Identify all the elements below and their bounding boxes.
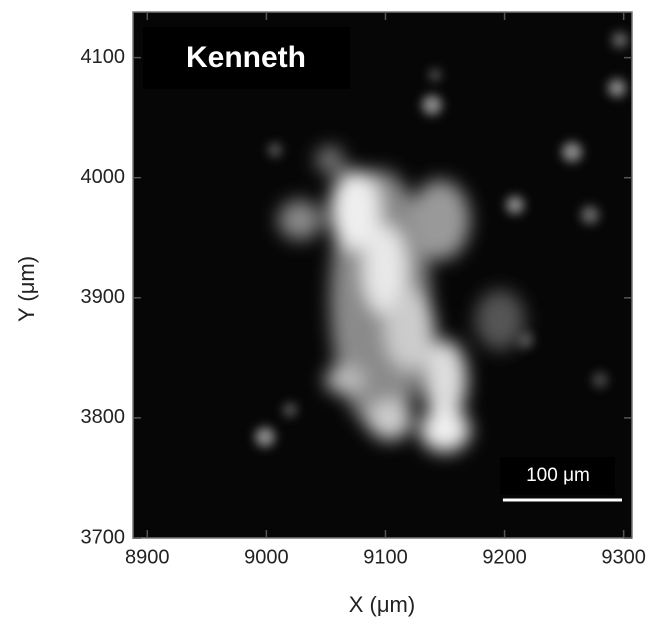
scalebar-label-box <box>500 457 615 495</box>
y-tick-label: 3800 <box>81 406 126 428</box>
plot-frame <box>132 11 633 539</box>
y-axis-label: Y (μm) <box>14 256 39 322</box>
x-tick-label: 9300 <box>601 546 646 568</box>
y-tick-label: 4000 <box>81 166 126 188</box>
y-tick-label: 3700 <box>81 526 126 548</box>
y-tick-label: 3900 <box>81 286 126 308</box>
panel-label: Kenneth <box>186 41 306 74</box>
panel-label-box <box>143 27 350 89</box>
x-tick-label: 9000 <box>244 546 289 568</box>
fluorescence-image <box>255 32 628 452</box>
x-tick-label: 8900 <box>125 546 170 568</box>
y-tick-label: 4100 <box>81 46 126 68</box>
x-tick-label: 9200 <box>482 546 527 568</box>
scalebar-label: 100 μm <box>526 465 590 486</box>
x-tick-label: 9100 <box>363 546 408 568</box>
x-axis-label: X (μm) <box>349 592 415 617</box>
